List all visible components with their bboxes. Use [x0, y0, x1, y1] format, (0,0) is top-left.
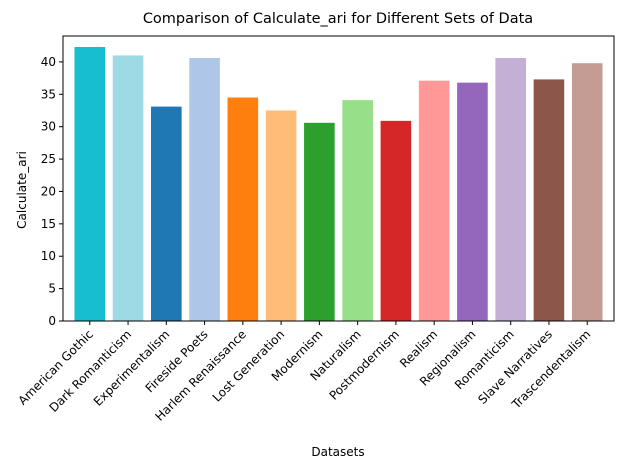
- y-tick-label-40: 40: [41, 55, 56, 69]
- y-tick-label-5: 5: [48, 282, 56, 296]
- bar-8: [342, 100, 373, 322]
- y-tick-label-30: 30: [41, 120, 56, 134]
- y-tick-label-15: 15: [41, 217, 56, 231]
- bar-3: [151, 106, 182, 321]
- bar-14: [571, 63, 603, 321]
- y-tick-label-25: 25: [41, 152, 56, 166]
- y-axis-label: Calculate_ari: [15, 151, 29, 229]
- y-tick-label-10: 10: [41, 249, 56, 263]
- bar-12: [495, 58, 526, 322]
- bar-10: [418, 80, 450, 321]
- chart-title: Comparison of Calculate_ari for Differen…: [143, 11, 533, 27]
- bar-4: [189, 58, 220, 322]
- x-axis-label: Datasets: [311, 445, 364, 459]
- plot-frame: [62, 35, 615, 322]
- y-tick-label-20: 20: [41, 184, 56, 198]
- y-tick-label-0: 0: [48, 314, 56, 328]
- bar-11: [457, 82, 488, 321]
- bar-2: [112, 55, 144, 322]
- bar-6: [265, 110, 297, 322]
- bar-5: [227, 97, 259, 321]
- bar-13: [533, 79, 565, 322]
- bar-9: [380, 120, 412, 321]
- bar-7: [304, 122, 335, 321]
- y-tick-label-35: 35: [41, 87, 56, 101]
- bar-1: [74, 47, 106, 321]
